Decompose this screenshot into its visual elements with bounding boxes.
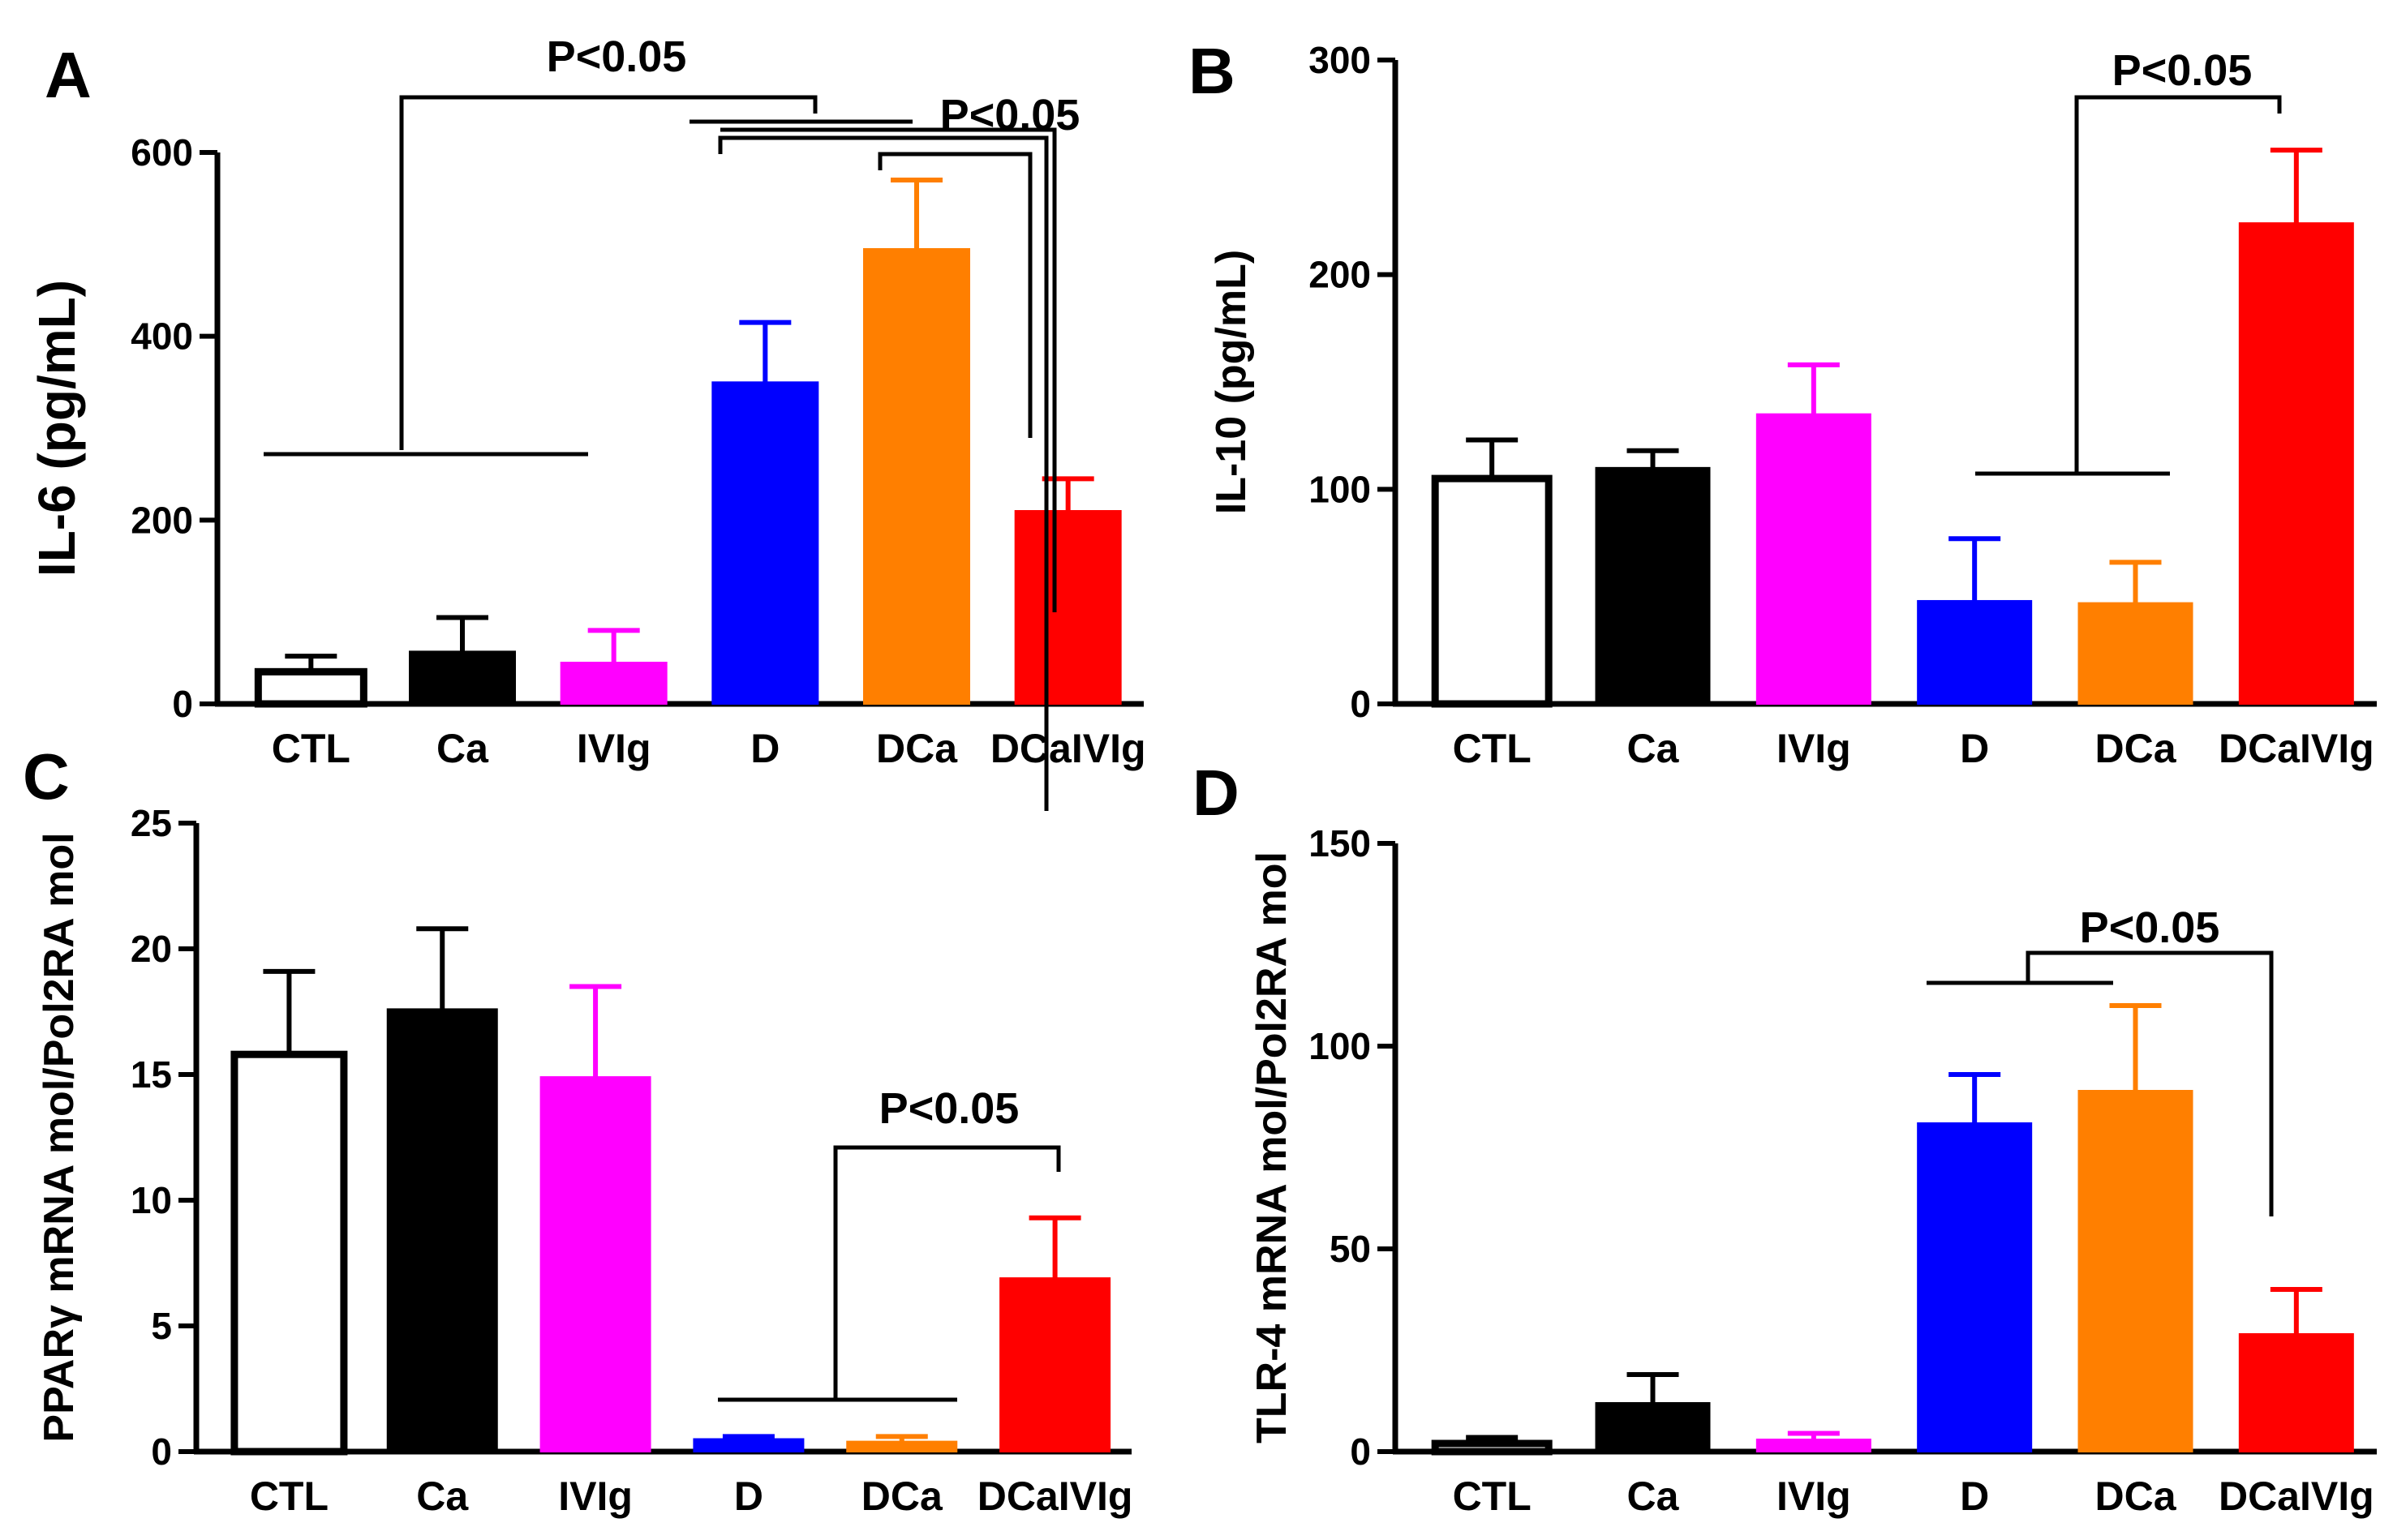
- bar-DCa: [2077, 1090, 2193, 1452]
- bar-IVIg: [1755, 1439, 1871, 1452]
- sig-label-main: P<0.05: [879, 1084, 1020, 1133]
- y-tick-label: 100: [1308, 1025, 1371, 1067]
- bar-CTL: [1431, 474, 1553, 708]
- panel-C: C 0 5 10 15 20 25 PPARγ mRNA mol/Pol2RA mol CTL C…: [23, 740, 1132, 1519]
- bar-DCa: [2077, 602, 2193, 706]
- bar-CTL: [1431, 1439, 1553, 1456]
- sig-label-main: P<0.05: [2112, 46, 2253, 95]
- y-tick-label: 100: [1308, 468, 1371, 510]
- category-label: IVIg: [577, 726, 651, 771]
- category-label: CTL: [1453, 1474, 1532, 1519]
- y-axis-label: IL-10 (pg/mL): [1208, 250, 1255, 514]
- category-label: CTL: [1453, 726, 1532, 771]
- category-label: D: [734, 1474, 763, 1519]
- bar-Ca: [1595, 466, 1711, 705]
- panel-D: D 0 50 100 150 TLR-4 mRNA mol/Pol2RA mol CTL Ca…: [1192, 757, 2377, 1519]
- category-label: Ca: [436, 726, 489, 771]
- bar-DCa: [846, 1440, 958, 1452]
- y-tick-label: 200: [1308, 254, 1371, 296]
- category-label: D: [750, 726, 780, 771]
- y-tick-label: 15: [131, 1053, 172, 1096]
- panel-letter: D: [1192, 757, 1239, 829]
- bar-Ca: [409, 650, 516, 706]
- y-tick-label: 0: [172, 683, 193, 725]
- panel-letter: B: [1188, 35, 1235, 107]
- category-label: IVIg: [558, 1474, 633, 1519]
- bar-Ca: [386, 1008, 498, 1452]
- bracket-main: [833, 1145, 1061, 1400]
- sig-label-main: P<0.05: [547, 32, 687, 81]
- bar-DCa: [863, 248, 970, 705]
- category-label: DCa: [2094, 726, 2176, 771]
- panel-A: A 0 200 400 600 IL-6 (pg/mL) CTL Ca IVIg D DCa DCaI…: [28, 32, 1146, 811]
- bar-IVIg: [1755, 413, 1871, 705]
- bracket-main: [399, 95, 818, 450]
- bar-D: [693, 1438, 805, 1452]
- y-axis-label: PPARγ mRNA mol/Pol2RA mol: [36, 832, 83, 1442]
- bar-CTL: [254, 667, 367, 708]
- y-tick-label: 0: [1350, 1431, 1371, 1473]
- panel-B: B 0 100 200 300 IL-10 (pg/mL) CTL Ca IVIg D DCa DCa…: [1188, 35, 2377, 771]
- category-label: Ca: [1627, 1474, 1680, 1519]
- category-label: D: [1960, 726, 1989, 771]
- bar-D: [1917, 1122, 2033, 1452]
- bar-D: [711, 381, 819, 705]
- bar-DCaIVIg: [999, 1277, 1111, 1452]
- category-label: DCaIVIg: [2219, 1474, 2374, 1519]
- y-axis-label: IL-6 (pg/mL): [28, 280, 86, 577]
- y-tick-label: 150: [1308, 822, 1371, 864]
- y-tick-label: 50: [1330, 1228, 1371, 1270]
- y-tick-label: 10: [131, 1179, 172, 1221]
- category-label: IVIg: [1776, 1474, 1851, 1519]
- panel-letter: A: [45, 39, 92, 111]
- bar-DCaIVIg: [2238, 222, 2354, 705]
- bar-IVIg: [539, 1076, 651, 1452]
- bar-D: [1917, 599, 2033, 706]
- category-label: CTL: [250, 1474, 329, 1519]
- bar-CTL: [230, 1050, 348, 1456]
- category-label: DCaIVIg: [990, 726, 1146, 771]
- bracket-dca-dcaivig: [878, 152, 1033, 438]
- bar-Ca: [1595, 1402, 1711, 1452]
- category-label: DCaIVIg: [2219, 726, 2374, 771]
- y-tick-label: 600: [131, 131, 193, 174]
- panel-letter: C: [23, 740, 70, 813]
- y-tick-label: 300: [1308, 39, 1371, 81]
- category-label: DCa: [861, 1474, 943, 1519]
- bar-DCaIVIg: [1014, 510, 1122, 705]
- y-tick-label: 5: [151, 1305, 172, 1347]
- bracket-main: [2026, 950, 2274, 1216]
- category-label: IVIg: [1776, 726, 1851, 771]
- category-label: DCa: [876, 726, 958, 771]
- category-label: DCaIVIg: [977, 1474, 1133, 1519]
- y-tick-label: 200: [131, 499, 193, 541]
- category-label: D: [1960, 1474, 1989, 1519]
- bar-IVIg: [560, 662, 668, 705]
- y-tick-label: 0: [1350, 683, 1371, 725]
- y-tick-label: 25: [131, 802, 172, 844]
- y-axis-label: TLR-4 mRNA mol/Pol2RA mol: [1248, 852, 1295, 1443]
- y-tick-label: 400: [131, 315, 193, 358]
- category-label: CTL: [272, 726, 350, 771]
- category-label: Ca: [1627, 726, 1680, 771]
- bar-DCaIVIg: [2238, 1333, 2354, 1452]
- category-label: Ca: [416, 1474, 469, 1519]
- sig-label-main: P<0.05: [2080, 903, 2220, 952]
- bracket-d-vertical-skip: [718, 135, 1049, 811]
- y-tick-label: 20: [131, 928, 172, 970]
- category-label: DCa: [2094, 1474, 2176, 1519]
- sig-label-pairwise: P<0.05: [940, 91, 1081, 139]
- y-tick-label: 0: [151, 1431, 172, 1473]
- bracket-d-dcaivig-outer: [720, 127, 1057, 612]
- bracket-main: [2074, 95, 2282, 474]
